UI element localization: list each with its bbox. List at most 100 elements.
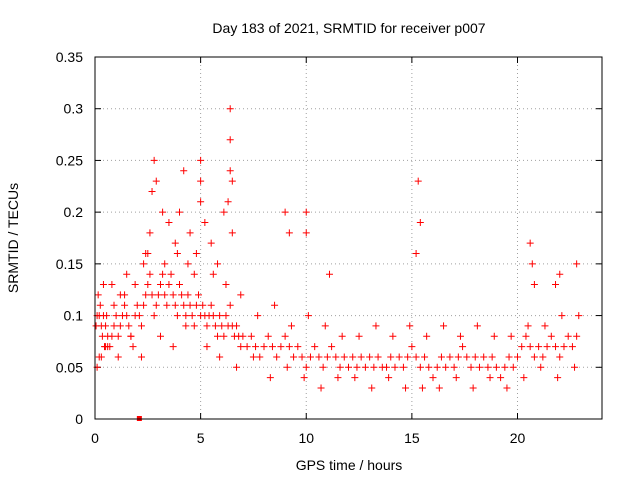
data-point (142, 291, 150, 299)
y-tick-label: 0.15 (56, 256, 83, 272)
data-point (260, 343, 268, 351)
data-point (558, 312, 566, 320)
data-point (564, 332, 572, 340)
data-point (266, 374, 274, 382)
data-point (298, 353, 306, 361)
data-point (404, 353, 412, 361)
data-point (317, 384, 325, 392)
data-point (526, 239, 534, 247)
data-point (182, 312, 190, 320)
data-point (268, 343, 276, 351)
data-point (290, 353, 298, 361)
data-point (547, 332, 555, 340)
data-point (226, 136, 234, 144)
data-point (186, 301, 194, 309)
data-point (281, 332, 289, 340)
data-point (273, 353, 281, 361)
data-point (148, 291, 156, 299)
data-point (125, 322, 133, 330)
data-point (456, 332, 464, 340)
data-point (129, 343, 137, 351)
data-point (156, 332, 164, 340)
data-point (180, 301, 188, 309)
x-tick-label: 5 (197, 430, 205, 446)
data-point (471, 353, 479, 361)
y-tick-label: 0.05 (56, 359, 83, 375)
data-point (121, 291, 129, 299)
data-point (95, 353, 103, 361)
data-point (207, 301, 215, 309)
data-point (361, 363, 369, 371)
data-point (207, 239, 215, 247)
data-point (226, 301, 234, 309)
data-point (190, 322, 198, 330)
data-point (573, 260, 581, 268)
data-point (192, 250, 200, 258)
data-point (220, 208, 228, 216)
data-point (171, 301, 179, 309)
data-point (131, 281, 139, 289)
data-point (311, 343, 319, 351)
data-point (209, 270, 217, 278)
data-point (306, 353, 314, 361)
data-point (256, 353, 264, 361)
data-point (184, 260, 192, 268)
data-point (454, 353, 462, 361)
data-point (180, 167, 188, 175)
data-point (319, 363, 327, 371)
data-point (188, 312, 196, 320)
data-point (287, 322, 295, 330)
data-point (121, 301, 129, 309)
data-point (182, 322, 190, 330)
data-point (429, 374, 437, 382)
data-point (340, 353, 348, 361)
data-point (169, 343, 177, 351)
data-point (201, 218, 209, 226)
data-point (154, 291, 162, 299)
plot-frame (94, 56, 603, 420)
data-point (490, 332, 498, 340)
data-point (505, 353, 513, 361)
data-point (315, 353, 323, 361)
data-point (99, 281, 107, 289)
data-point (165, 218, 173, 226)
data-point (302, 363, 310, 371)
y-axis-title: SRMTID / TECUs (5, 183, 21, 293)
data-point (389, 332, 397, 340)
data-point (446, 353, 454, 361)
data-point (452, 374, 460, 382)
data-point (171, 239, 179, 247)
data-point (237, 343, 245, 351)
data-point (366, 353, 374, 361)
data-point (216, 312, 224, 320)
data-point (469, 384, 477, 392)
y-tick-label: 0.35 (56, 49, 83, 65)
data-point (214, 260, 222, 268)
data-point (503, 384, 511, 392)
data-point (357, 353, 365, 361)
data-point (520, 374, 528, 382)
data-point (169, 291, 177, 299)
data-point (560, 343, 568, 351)
data-point (501, 363, 509, 371)
data-point (214, 332, 222, 340)
data-point (209, 312, 217, 320)
data-point (391, 363, 399, 371)
data-point (220, 332, 228, 340)
data-point (222, 281, 230, 289)
x-axis: 0 5 10 15 20 (91, 57, 525, 446)
data-point (156, 281, 164, 289)
data-point (140, 301, 148, 309)
data-point (211, 322, 219, 330)
data-point (323, 353, 331, 361)
data-point (355, 332, 363, 340)
data-point (568, 343, 576, 351)
data-point (571, 363, 579, 371)
data-point (127, 332, 135, 340)
data-point (325, 270, 333, 278)
data-point (190, 270, 198, 278)
data-point (412, 353, 420, 361)
data-point (332, 353, 340, 361)
data-point (243, 343, 251, 351)
data-point (492, 363, 500, 371)
